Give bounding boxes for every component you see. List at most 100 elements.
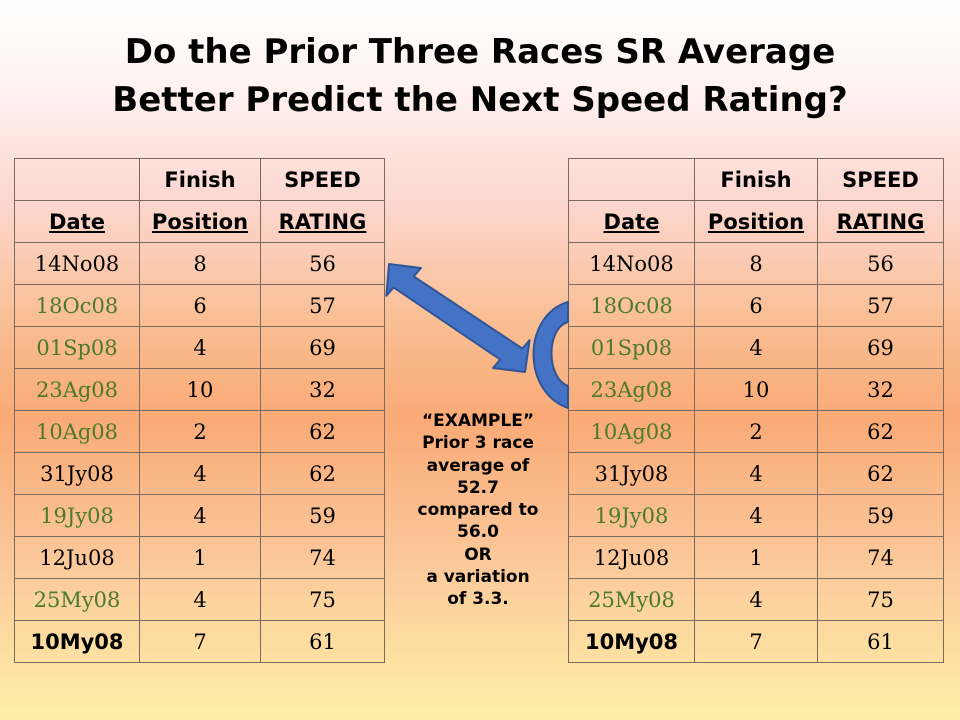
position-cell: 7: [139, 620, 261, 663]
position-cell: 7: [694, 620, 818, 663]
date-cell: 01Sp08: [14, 326, 140, 369]
title-line-2: Better Predict the Next Speed Rating?: [112, 80, 848, 120]
date-cell: 10Ag08: [14, 410, 140, 453]
rating-cell: 75: [817, 578, 944, 621]
rating-cell: 62: [817, 452, 944, 495]
header-position: Position: [707, 209, 805, 234]
date-cell: 18Oc08: [14, 284, 140, 327]
position-cell: 1: [139, 536, 261, 579]
double-arrow-icon: [385, 263, 531, 373]
position-cell: 4: [694, 494, 818, 537]
table-row: 18Oc08 6 57: [14, 284, 385, 327]
header-row: Date Position RATING: [14, 200, 385, 243]
date-cell: 10Ag08: [568, 410, 695, 453]
example-line: 52.7: [457, 477, 499, 498]
header-rating: RATING: [836, 209, 925, 234]
header-cell: Finish: [694, 158, 818, 201]
date-cell: 12Ju08: [14, 536, 140, 579]
rating-cell: 62: [260, 410, 385, 453]
example-line: OR: [464, 544, 492, 565]
header-cell: [568, 158, 695, 201]
rating-cell: 75: [260, 578, 385, 621]
rating-cell: 59: [260, 494, 385, 537]
table-row: 19Jy08 4 59: [14, 494, 385, 537]
rating-cell: 59: [817, 494, 944, 537]
table-row: 01Sp08 4 69: [568, 326, 944, 369]
table-row: 10My08 7 61: [568, 620, 944, 663]
date-cell: 25My08: [568, 578, 695, 621]
example-line: 56.0: [457, 522, 499, 543]
date-cell: 19Jy08: [14, 494, 140, 537]
table-row: 12Ju08 1 74: [568, 536, 944, 579]
date-cell: 23Ag08: [14, 368, 140, 411]
rating-cell: 32: [260, 368, 385, 411]
rating-cell: 62: [260, 452, 385, 495]
date-cell: 10My08: [568, 620, 695, 663]
table-row: 19Jy08 4 59: [568, 494, 944, 537]
header-rating: RATING: [278, 209, 367, 234]
table-row: 25My08 4 75: [568, 578, 944, 621]
position-cell: 10: [139, 368, 261, 411]
table-row: 14No08 8 56: [14, 242, 385, 285]
table-row: 12Ju08 1 74: [14, 536, 385, 579]
date-cell: 31Jy08: [568, 452, 695, 495]
title-line-1: Do the Prior Three Races SR Average: [124, 32, 836, 72]
position-cell: 6: [694, 284, 818, 327]
position-cell: 1: [694, 536, 818, 579]
speed-rating-table-right: Finish SPEED Date Position RATING 14No08…: [568, 158, 944, 663]
rating-cell: 56: [260, 242, 385, 285]
example-line: “EXAMPLE”: [421, 411, 535, 431]
date-cell: 18Oc08: [568, 284, 695, 327]
position-cell: 4: [139, 494, 261, 537]
header-date: Date: [603, 209, 660, 234]
date-cell: 01Sp08: [568, 326, 695, 369]
example-line: compared to: [417, 500, 539, 521]
rating-cell: 74: [817, 536, 944, 579]
rating-cell: 56: [817, 242, 944, 285]
bracket-icon: [532, 301, 569, 409]
table-row: 23Ag08 10 32: [568, 368, 944, 411]
date-cell: 14No08: [568, 242, 695, 285]
table-row: 23Ag08 10 32: [14, 368, 385, 411]
position-cell: 4: [139, 326, 261, 369]
header-cell: [14, 158, 140, 201]
header-position: Position: [151, 209, 249, 234]
position-cell: 4: [139, 452, 261, 495]
rating-cell: 57: [260, 284, 385, 327]
date-cell: 31Jy08: [14, 452, 140, 495]
position-cell: 4: [694, 452, 818, 495]
date-cell: 25My08: [14, 578, 140, 621]
rating-cell: 32: [817, 368, 944, 411]
example-line: a variation: [426, 567, 530, 588]
example-line: average of: [426, 455, 530, 476]
date-cell: 14No08: [14, 242, 140, 285]
slide-title: Do the Prior Three Races SR Average Bett…: [0, 28, 960, 124]
position-cell: 8: [139, 242, 261, 285]
position-cell: 6: [139, 284, 261, 327]
date-cell: 12Ju08: [568, 536, 695, 579]
header-cell: Finish: [139, 158, 261, 201]
example-line: Prior 3 race: [422, 433, 534, 454]
table-row: 01Sp08 4 69: [14, 326, 385, 369]
position-cell: 2: [694, 410, 818, 453]
position-cell: 4: [694, 578, 818, 621]
header-row: Finish SPEED: [568, 158, 944, 201]
date-cell: 23Ag08: [568, 368, 695, 411]
table-row: 10My08 7 61: [14, 620, 385, 663]
table-row: 25My08 4 75: [14, 578, 385, 621]
header-date: Date: [49, 209, 105, 234]
header-cell: SPEED: [817, 158, 944, 201]
header-row: Date Position RATING: [568, 200, 944, 243]
rating-cell: 74: [260, 536, 385, 579]
rating-cell: 69: [260, 326, 385, 369]
table-row: 10Ag08 2 62: [568, 410, 944, 453]
rating-cell: 61: [817, 620, 944, 663]
rating-cell: 61: [260, 620, 385, 663]
header-cell: SPEED: [260, 158, 385, 201]
example-callout: “EXAMPLE” Prior 3 race average of 52.7 c…: [392, 410, 564, 611]
table-row: 31Jy08 4 62: [14, 452, 385, 495]
table-row: 10Ag08 2 62: [14, 410, 385, 453]
position-cell: 4: [139, 578, 261, 621]
table-row: 14No08 8 56: [568, 242, 944, 285]
rating-cell: 57: [817, 284, 944, 327]
